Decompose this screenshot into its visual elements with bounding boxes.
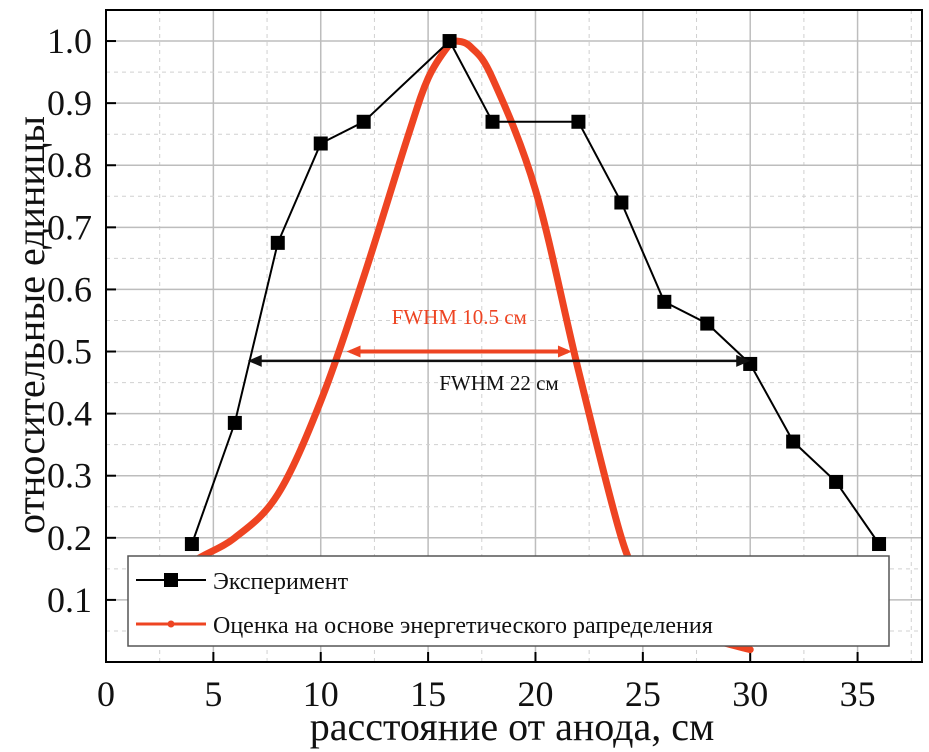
experiment-marker	[614, 195, 629, 210]
legend-box	[127, 555, 890, 647]
y-tick-label: 0.5	[47, 332, 92, 372]
x-tick-label: 0	[97, 674, 115, 714]
x-tick-label: 35	[840, 674, 876, 714]
x-tick-label: 20	[517, 674, 553, 714]
y-tick-label: 0.9	[47, 83, 92, 123]
experiment-marker	[571, 114, 586, 129]
x-tick-label: 5	[204, 674, 222, 714]
y-tick-label: 0.4	[47, 394, 92, 434]
experiment-marker	[872, 537, 887, 552]
fwhm-experiment-label: FWHM 22 см	[439, 371, 558, 395]
y-tick-label: 0.7	[47, 207, 92, 247]
y-tick-label: 0.3	[47, 456, 92, 496]
legend-label-estimate: Оценка на основе энергетического рапреде…	[213, 613, 713, 639]
experiment-marker	[184, 537, 199, 552]
experiment-marker	[829, 474, 844, 489]
series-experiment	[184, 34, 887, 552]
x-tick-label: 10	[303, 674, 339, 714]
fwhm-estimate-arrowhead-right	[557, 345, 572, 358]
axis-ticks	[105, 40, 859, 662]
plot-frame	[105, 9, 923, 663]
experiment-marker	[270, 235, 285, 250]
y-tick-label: 0.6	[47, 269, 92, 309]
x-tick-label: 30	[732, 674, 768, 714]
legend: Эксперимент Оценка на основе энергетичес…	[127, 555, 890, 647]
y-tick-label: 0.2	[47, 518, 92, 558]
legend-label-experiment: Эксперимент	[213, 569, 349, 595]
x-tick-label: 15	[410, 674, 446, 714]
experiment-marker	[786, 434, 801, 449]
experiment-marker	[313, 136, 328, 151]
experiment-marker	[356, 114, 371, 129]
fwhm-estimate-label: FWHM 10.5 см	[392, 305, 527, 329]
y-tick-label: 1.0	[47, 21, 92, 61]
x-axis-title: расстояние от анода, см	[310, 704, 715, 749]
legend-marker-estimate	[167, 620, 175, 628]
experiment-marker	[485, 114, 500, 129]
tick-labels: 0 5 10 15 20 25 30 35 0.1 0.2 0.3 0.4 0.5 0.6 0.7 0.8 0.…	[47, 21, 876, 714]
y-tick-label: 0.8	[47, 145, 92, 185]
fwhm-experiment-arrowhead-left	[247, 354, 262, 367]
experiment-marker	[442, 34, 457, 49]
fwhm-experiment-arrowhead-right	[736, 354, 751, 367]
y-tick-label: 0.1	[47, 580, 92, 620]
y-axis-title: относительные единицы	[8, 116, 53, 534]
x-tick-label: 25	[625, 674, 661, 714]
experiment-marker	[700, 316, 715, 331]
annotations: FWHM 10.5 см FWHM 22 см	[247, 305, 751, 395]
legend-marker-experiment	[164, 573, 178, 587]
experiment-marker	[657, 294, 672, 309]
experiment-marker	[227, 415, 242, 430]
fwhm-estimate-arrowhead-left	[346, 345, 361, 358]
